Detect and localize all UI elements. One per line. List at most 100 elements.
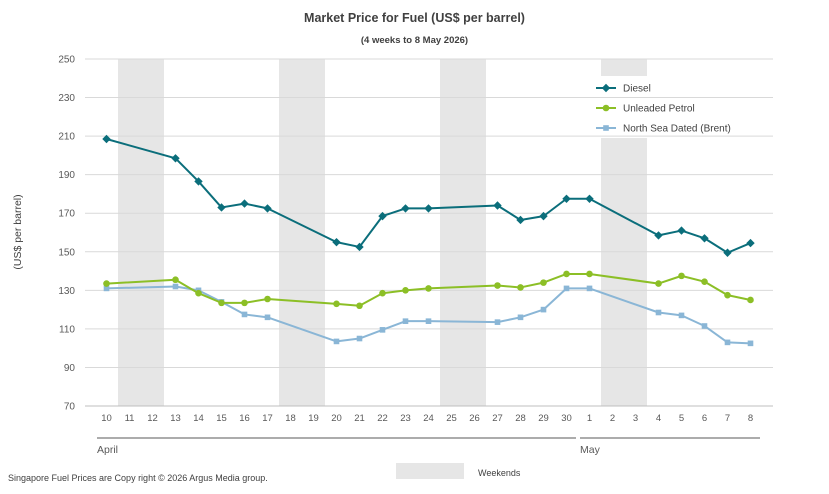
data-point: [494, 282, 501, 289]
chart-subtitle: (4 weeks to 8 May 2026): [360, 35, 469, 46]
legend-label: Unleaded Petrol: [623, 104, 695, 115]
data-point: [586, 285, 593, 292]
data-point: [378, 211, 387, 221]
x-tick-label: 19: [308, 413, 319, 424]
data-point: [723, 248, 732, 257]
data-point: [103, 285, 110, 292]
x-tick-label: 21: [354, 413, 365, 424]
x-tick-label: 18: [285, 413, 296, 424]
data-point: [333, 338, 340, 345]
data-point: [493, 201, 502, 210]
x-tick-label: 30: [561, 413, 572, 424]
data-point: [356, 302, 363, 310]
data-point: [240, 199, 249, 208]
legend-label: North Sea Dated (Brent): [623, 124, 731, 135]
data-point: [747, 296, 754, 304]
data-point: [402, 318, 409, 324]
x-tick-label: 13: [170, 413, 181, 424]
x-tick-label: 24: [423, 413, 434, 424]
y-tick-label: 130: [58, 286, 75, 297]
x-tick-label: 1: [587, 413, 592, 424]
data-point: [332, 237, 341, 247]
data-point: [586, 270, 593, 278]
data-point: [355, 242, 364, 252]
x-tick-label: 3: [633, 413, 638, 424]
data-point: [601, 83, 611, 93]
data-point: [333, 300, 340, 308]
data-point: [379, 289, 386, 297]
data-point: [217, 203, 226, 212]
y-tick-label: 90: [64, 363, 76, 374]
data-point: [241, 299, 248, 307]
x-tick-label: 20: [331, 413, 342, 424]
x-tick-label: 12: [147, 413, 158, 424]
data-point: [172, 283, 179, 290]
data-point: [701, 323, 708, 329]
series-line: [106, 138, 751, 254]
data-point: [356, 335, 363, 342]
chart-title: Market Price for Fuel (US$ per barrel): [304, 11, 525, 25]
data-point: [194, 177, 203, 186]
x-tick-label: 27: [492, 413, 503, 424]
x-tick-label: 16: [239, 413, 250, 424]
data-point: [494, 319, 501, 325]
x-tick-label: 11: [125, 413, 135, 424]
x-tick-label: 23: [400, 413, 411, 424]
data-point: [563, 285, 570, 292]
x-tick-label: 4: [656, 413, 661, 424]
x-tick-label: 17: [262, 413, 273, 424]
weekend-band: [440, 59, 486, 406]
data-point: [701, 278, 708, 285]
weekend-legend-label: Weekends: [478, 468, 521, 478]
data-point: [195, 289, 202, 297]
data-point: [516, 215, 525, 225]
data-point: [425, 318, 432, 324]
data-point: [655, 309, 662, 316]
data-point: [747, 340, 754, 347]
data-point: [424, 204, 433, 213]
data-point: [264, 295, 271, 303]
y-tick-label: 230: [58, 93, 75, 104]
data-point: [401, 204, 410, 213]
data-point: [517, 284, 524, 291]
legend-label: Diesel: [623, 84, 651, 95]
x-tick-label: 22: [377, 413, 388, 424]
data-point: [563, 270, 570, 278]
data-point: [171, 154, 180, 163]
data-point: [539, 211, 548, 221]
x-tick-label: 7: [725, 413, 730, 424]
data-point: [655, 280, 662, 287]
data-point: [517, 314, 524, 321]
x-tick-label: 29: [538, 413, 549, 424]
data-point: [602, 104, 610, 112]
data-point: [603, 125, 609, 131]
data-point: [724, 291, 731, 299]
y-tick-label: 110: [59, 324, 75, 335]
y-tick-label: 170: [58, 209, 75, 220]
data-point: [218, 299, 225, 307]
x-tick-label: 26: [469, 413, 480, 424]
data-point: [700, 234, 709, 243]
copyright-footer: Singapore Fuel Prices are Copy right © 2…: [8, 473, 268, 483]
x-tick-label: 28: [515, 413, 526, 424]
y-tick-label: 150: [58, 247, 75, 258]
data-point: [264, 314, 271, 321]
x-tick-label: 25: [446, 413, 457, 424]
x-tick-label: 6: [702, 413, 707, 424]
data-point: [585, 194, 594, 203]
data-point: [241, 311, 248, 318]
data-point: [425, 285, 432, 292]
data-point: [724, 339, 731, 346]
month-label: May: [580, 444, 601, 456]
month-label: April: [97, 444, 118, 456]
data-point: [678, 312, 685, 319]
data-point: [263, 204, 272, 213]
data-point: [654, 231, 663, 240]
weekend-legend-swatch: [396, 463, 464, 479]
x-tick-label: 15: [216, 413, 227, 424]
y-tick-label: 210: [58, 132, 75, 143]
data-point: [562, 194, 571, 203]
data-point: [677, 226, 686, 235]
y-tick-label: 250: [58, 55, 75, 66]
